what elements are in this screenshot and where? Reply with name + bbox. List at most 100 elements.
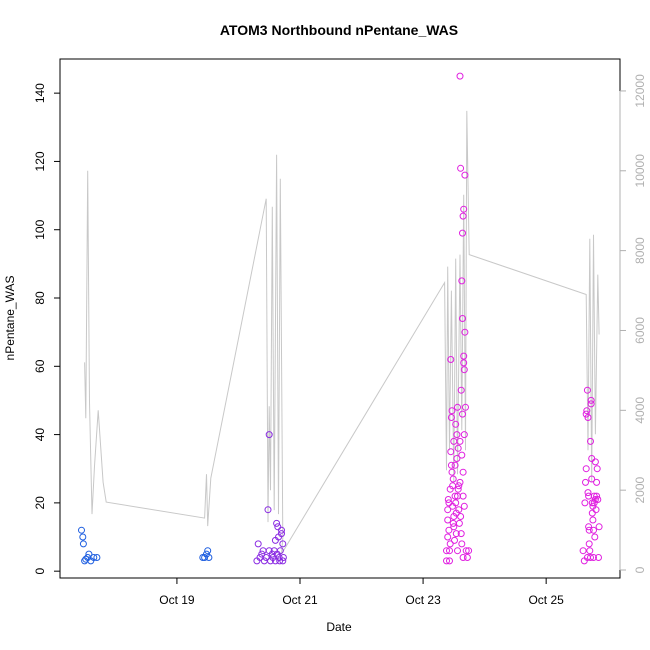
data-point-late (459, 315, 466, 322)
y2-tick-label: 2000 (633, 476, 647, 503)
data-point-early (82, 555, 90, 563)
data-point-late (450, 523, 458, 531)
data-point-late (451, 536, 458, 544)
data-point-late (459, 492, 467, 500)
data-point-late (593, 478, 601, 486)
data-point-late (457, 386, 465, 394)
data-point-mid (258, 550, 266, 558)
data-point-late (590, 526, 597, 534)
y-axis: 0 20 40 60 80 100 120 140 (33, 83, 61, 575)
data-point-mid (276, 547, 284, 555)
data-point-late (447, 448, 455, 456)
data-point-mid (279, 540, 287, 548)
y2-tick-label: 6000 (633, 317, 647, 344)
data-point-late (457, 513, 465, 520)
y2-tick-label: 8000 (633, 237, 647, 264)
data-point-late (451, 461, 459, 469)
data-point-late (444, 516, 452, 524)
x-tick-label: Oct 19 (159, 593, 195, 607)
data-point-late (585, 492, 593, 500)
data-point-late (582, 465, 590, 473)
points-group (78, 72, 603, 565)
data-point-late (447, 414, 455, 421)
data-point-late (454, 547, 461, 555)
data-point-late (452, 420, 460, 428)
data-point-early (79, 533, 87, 541)
data-point-late (591, 458, 599, 466)
data-point-late (460, 205, 468, 213)
data-point-mid (279, 554, 287, 561)
y2-tick-label: 12000 (633, 74, 647, 108)
data-point-late (444, 496, 452, 503)
data-point-mid (273, 519, 281, 527)
y-axis-label: nPentane_WAS (3, 276, 17, 361)
data-point-mid (264, 506, 272, 514)
data-point-late (588, 509, 596, 517)
data-point-late (581, 499, 589, 507)
data-point-late (582, 410, 590, 418)
data-point-late (458, 277, 466, 285)
x-tick-label: Oct 25 (528, 593, 564, 607)
data-point-late (446, 547, 453, 555)
data-point-late (447, 461, 455, 469)
data-point-late (460, 502, 468, 510)
data-point-late (454, 444, 462, 452)
y-tick-label: 60 (33, 359, 47, 373)
data-point-late (443, 547, 450, 555)
data-point-late (593, 492, 601, 500)
data-point-late (595, 554, 602, 561)
data-point-late (461, 328, 469, 336)
y-tick-label: 140 (33, 83, 47, 103)
chart-title: ATOM3 Northbound nPentane_WAS (220, 22, 458, 38)
data-point-late (458, 540, 466, 548)
data-point-late (452, 499, 460, 507)
data-point-late (595, 523, 603, 531)
data-point-late (459, 229, 466, 237)
data-point-late (444, 506, 452, 514)
data-point-late (591, 533, 599, 541)
data-point-late (459, 554, 467, 561)
data-point-late (459, 212, 467, 220)
data-point-late (587, 396, 595, 404)
data-point-late (443, 557, 450, 565)
data-point-mid (278, 530, 285, 538)
data-point-late (453, 431, 461, 439)
data-point-late (447, 356, 455, 363)
data-point-mid (265, 431, 273, 439)
data-point-late (455, 506, 463, 514)
data-point-late (458, 451, 466, 459)
data-point-late (455, 482, 463, 490)
secondary-series-line (84, 110, 600, 555)
data-point-late (587, 554, 594, 561)
y-tick-label: 0 (33, 568, 47, 575)
data-point-late (446, 540, 454, 548)
data-point-late (460, 352, 468, 360)
x-axis-label: Date (326, 620, 352, 634)
data-point-late (579, 547, 587, 555)
data-point-late (461, 171, 469, 179)
data-point-late (449, 475, 457, 483)
data-point-late (593, 465, 601, 473)
data-point-late (456, 437, 464, 445)
secondary-line-group (84, 110, 600, 555)
plot-frame (59, 58, 621, 579)
data-point-late (584, 489, 592, 497)
y-tick-label: 120 (33, 151, 47, 171)
data-point-late (589, 516, 597, 524)
data-point-late (583, 407, 591, 415)
y2-tick-label: 0 (633, 566, 647, 573)
data-point-mid (268, 550, 276, 558)
data-point-mid (279, 557, 287, 565)
data-point-early (93, 554, 101, 561)
data-point-late (455, 519, 463, 527)
data-point-late (448, 407, 456, 415)
data-point-late (453, 455, 461, 462)
data-point-late (451, 492, 459, 500)
data-point-late (457, 530, 465, 538)
data-point-late (446, 557, 453, 565)
data-point-late (460, 359, 468, 367)
data-point-late (456, 72, 464, 80)
data-point-late (454, 485, 462, 493)
data-point-mid (262, 554, 270, 561)
data-point-late (587, 400, 595, 408)
